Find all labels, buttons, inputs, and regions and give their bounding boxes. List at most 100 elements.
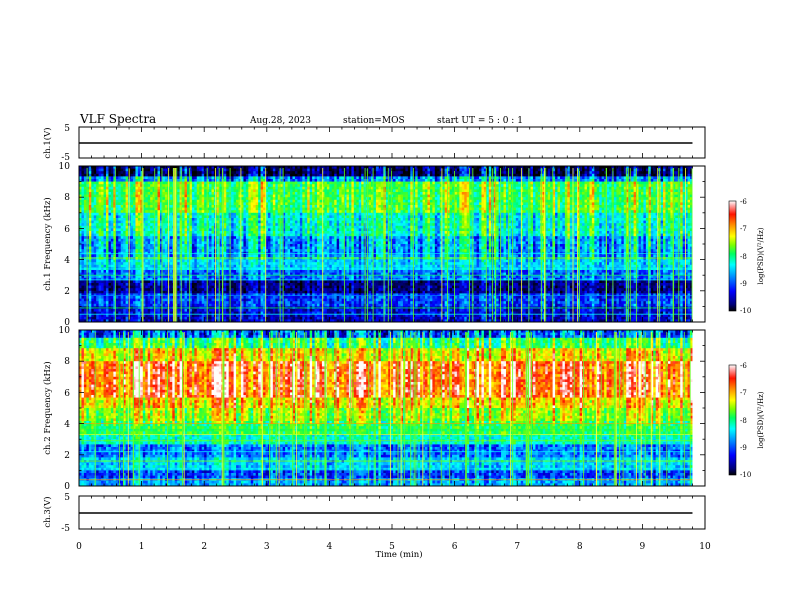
spectrogram-cell [115,186,119,190]
spectrogram-cell [478,168,482,172]
spectrogram-cell [113,194,117,198]
spectrogram-cell [503,168,507,172]
spectrogram-cell [132,181,136,185]
spectrogram-cell [282,194,286,198]
spectrogram-cell [346,207,350,211]
spectrogram-cell [447,181,450,185]
spectrogram-cell [101,171,104,175]
spectrogram-cell [334,166,338,169]
spectrogram-cell [486,176,490,180]
spectrogram-cell [174,186,178,190]
spectrogram-cell [388,202,391,206]
spectrogram-cell [201,192,205,195]
spectrogram-cell [481,166,485,169]
spectrogram-cell [216,168,220,172]
spectrogram-cell [223,176,227,180]
spectrogram-cell [334,192,338,195]
spectrogram-cell [653,171,657,175]
spectrogram-cell [137,173,141,177]
spectrogram-cell [452,192,455,195]
spectrogram-cell [105,210,109,214]
spectrogram-cell [169,197,173,201]
spectrogram-cell [329,181,333,185]
spectrogram-cell [236,171,239,175]
spectrogram-cell [383,210,387,214]
spectrogram-cell [326,186,330,190]
spectrogram-cell [599,207,603,211]
spectrogram-cell [196,189,200,193]
spectrogram-cell [358,212,362,216]
spectrogram-cell [680,168,684,172]
spectrogram-cell [336,215,340,219]
spectrogram-cell [248,202,252,206]
spectrogram-cell [86,179,90,182]
spectrogram-cell [623,184,627,188]
spectrogram-cell [223,173,227,177]
spectrogram-cell [120,189,124,193]
spectrogram-cell [265,215,269,219]
spectrogram-cell [238,184,242,188]
spectrogram-cell [572,197,576,201]
spectrogram-cell [562,205,566,208]
spectrogram-cell [638,199,642,203]
spectrogram-cell [118,194,122,198]
spectrogram-cell [660,210,664,214]
spectrogram-cell [613,197,617,201]
spectrogram-cell [432,189,436,193]
spectrogram-cell [425,202,428,206]
spectrogram-cell [466,168,470,172]
spectrogram-cell [621,181,625,185]
spectrogram-cell [690,184,693,188]
spectrogram-cell [478,176,482,180]
spectrogram-cell [125,192,129,195]
spectrogram-cell [690,181,693,185]
spectrogram-cell [346,215,350,219]
spectrogram-cell [449,192,453,195]
spectrogram-cell [530,168,534,172]
spectrogram-cell [358,215,362,219]
spectrogram-cell [474,181,477,185]
spectrogram-cell [520,205,524,208]
spectrogram-cell [93,199,97,203]
spectrogram-cell [582,184,585,188]
spectrogram-cell [410,207,414,211]
spectrogram-cell [579,207,583,211]
spectrogram-cell [319,166,323,169]
spectrogram-cell [194,181,198,185]
spectrogram-cell [255,186,259,190]
spectrogram-cell [368,194,372,198]
spectrogram-cell [287,181,291,185]
spectrogram-cell [238,179,242,182]
spectrogram-cell [182,179,185,182]
spectrogram-cell [142,212,146,216]
spectrogram-cell [464,207,468,211]
spectrogram-cell [559,210,563,214]
spectrogram-cell [307,192,311,195]
spectrogram-cell [371,199,374,203]
spectrogram-cell [496,171,499,175]
spectrogram-cell [422,199,426,203]
spectrogram-cell [324,171,328,175]
spectrogram-cell [388,168,391,172]
spectrogram-cell [329,194,333,198]
spectrogram-cell [307,194,311,198]
spectrogram-cell [277,184,281,188]
spectrogram-cell [110,205,114,208]
spectrogram-cell [687,173,691,177]
spectrogram-cell [81,176,85,180]
spectrogram-cell [346,166,350,169]
spectrogram-cell [344,184,347,188]
spectrogram-cell [206,197,210,201]
spectrogram-cell [125,173,129,177]
spectrogram-cell [159,181,163,185]
spectrogram-cell [113,171,117,175]
spectrogram-cell [434,212,438,216]
spectrogram-cell [562,166,566,169]
spectrogram-cell [636,186,639,190]
spectrogram-cell [594,202,598,206]
spectrogram-cell [449,181,453,185]
spectrogram-cell [157,202,161,206]
spectrogram-cell [130,168,134,172]
spectrogram-cell [636,197,639,201]
spectrogram-cell [93,207,97,211]
